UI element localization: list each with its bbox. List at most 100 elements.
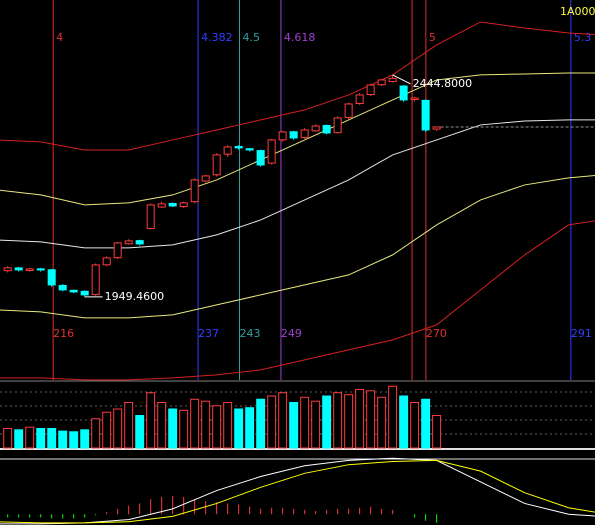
candle-body xyxy=(223,146,232,155)
volume-bar xyxy=(25,426,35,449)
volume-bar xyxy=(223,402,233,449)
volume-bar xyxy=(3,428,13,449)
volume-bar xyxy=(289,402,299,449)
instrument-label: 1A000 xyxy=(560,5,595,18)
annotation-label: 1949.4600 xyxy=(105,290,164,303)
candle-body xyxy=(333,117,342,134)
candle-body xyxy=(36,268,45,271)
volume-bar xyxy=(201,400,211,449)
band-line xyxy=(0,175,595,319)
volume-bar xyxy=(355,389,365,449)
volume-bar xyxy=(190,398,200,449)
candle-body xyxy=(432,126,441,130)
candle-body xyxy=(47,269,56,286)
annotation-pointer xyxy=(392,74,411,85)
volume-bar xyxy=(179,409,189,449)
volume-bar xyxy=(157,402,167,449)
time-line-label: 5 xyxy=(429,31,436,44)
candle-body xyxy=(234,146,243,149)
candle-body xyxy=(113,242,122,259)
candle-body xyxy=(300,129,309,139)
annotation-label: 2444.8000 xyxy=(413,77,473,90)
candle-body xyxy=(289,131,298,139)
candle-body xyxy=(421,99,430,131)
candle-body xyxy=(256,150,265,166)
candle-body xyxy=(179,202,188,208)
volume-guides xyxy=(0,391,595,435)
candle-body xyxy=(190,179,199,203)
candle-body xyxy=(80,290,89,296)
volume-bar xyxy=(300,396,310,449)
candle-body xyxy=(344,103,353,118)
volume-bar xyxy=(36,428,46,449)
volume-bar xyxy=(377,396,387,449)
volume-bar xyxy=(58,430,68,449)
volume-bar xyxy=(388,385,398,449)
candle-body xyxy=(102,257,111,266)
volume-bar xyxy=(234,408,244,449)
candle-body xyxy=(410,97,419,100)
volume-bar xyxy=(135,415,145,449)
candle-body xyxy=(267,139,276,164)
candle-body xyxy=(366,84,375,96)
candle-body xyxy=(322,124,331,134)
candle-body xyxy=(168,202,177,207)
volume-bar xyxy=(102,411,112,449)
volume-bar xyxy=(80,429,90,449)
time-line-label: 4.382 xyxy=(201,31,233,44)
band-line xyxy=(0,72,595,206)
time-line-label: 4.5 xyxy=(243,31,261,44)
volume-bar xyxy=(311,400,321,449)
candle-body xyxy=(311,125,320,132)
candle-body xyxy=(388,77,397,83)
candle-body xyxy=(399,85,408,101)
volume-bar xyxy=(410,402,420,449)
candle-body xyxy=(58,284,67,291)
volume-bar xyxy=(69,431,79,449)
band-line xyxy=(0,21,595,151)
time-line-day: 291 xyxy=(571,327,592,340)
volume-bar xyxy=(344,394,354,449)
candle-body xyxy=(25,268,34,271)
candle-body xyxy=(146,204,155,230)
candle-body xyxy=(14,267,23,271)
volume-bar xyxy=(168,408,178,449)
volume-bar xyxy=(47,428,57,449)
time-line-day: 249 xyxy=(281,327,302,340)
volume-bar xyxy=(113,408,123,449)
time-line-day: 243 xyxy=(240,327,261,340)
candle-body xyxy=(212,154,221,176)
candle-body xyxy=(278,131,287,141)
volume-bar xyxy=(124,402,134,449)
time-line-day: 237 xyxy=(198,327,219,340)
macd-line xyxy=(0,457,595,525)
volume-bar xyxy=(256,398,266,449)
candle-body xyxy=(69,289,78,293)
candle-body xyxy=(377,79,386,86)
macd-line xyxy=(0,459,595,524)
volume-bar xyxy=(278,392,288,449)
candle-body xyxy=(201,175,210,182)
band-line xyxy=(0,119,595,249)
candle-body xyxy=(124,240,133,245)
volume-bar xyxy=(333,392,343,449)
time-line-label: 4.618 xyxy=(284,31,316,44)
candle-body xyxy=(91,264,100,295)
volume-bar xyxy=(212,405,222,449)
volume-bar xyxy=(14,429,24,449)
candle-body xyxy=(157,203,166,208)
time-line-label: 4 xyxy=(56,31,63,44)
volume-bar xyxy=(91,418,101,449)
candle-body xyxy=(135,240,144,245)
time-line-label: 5.3 xyxy=(574,31,592,44)
volume-bar xyxy=(146,392,156,449)
volume-bar xyxy=(245,407,255,449)
candle-body xyxy=(355,94,364,105)
volume-bar xyxy=(366,390,376,449)
volume-bar xyxy=(267,395,277,449)
volume-bar xyxy=(399,395,409,449)
time-line-day: 270 xyxy=(426,327,447,340)
candle-body xyxy=(245,148,254,151)
time-line-day: 216 xyxy=(53,327,74,340)
